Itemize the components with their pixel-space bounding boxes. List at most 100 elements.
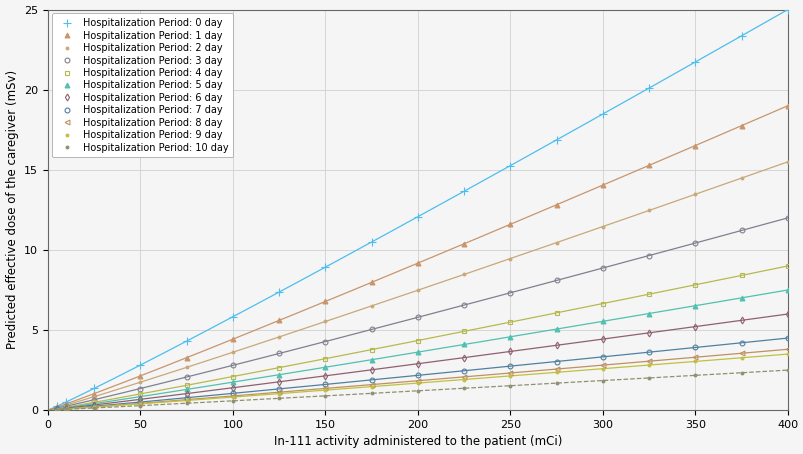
Hospitalization Period: 9 day: (50, 0.394): 9 day: (50, 0.394)	[136, 401, 145, 407]
Hospitalization Period: 8 day: (100, 0.886): 8 day: (100, 0.886)	[228, 393, 238, 399]
Hospitalization Period: 9 day: (250, 2.14): 9 day: (250, 2.14)	[505, 373, 515, 379]
Hospitalization Period: 8 day: (125, 1.12): 8 day: (125, 1.12)	[274, 390, 283, 395]
Hospitalization Period: 0 day: (350, 21.7): 0 day: (350, 21.7)	[690, 59, 699, 64]
Hospitalization Period: 6 day: (125, 1.77): 6 day: (125, 1.77)	[274, 379, 283, 385]
Hospitalization Period: 6 day: (350, 5.22): 6 day: (350, 5.22)	[690, 324, 699, 329]
Hospitalization Period: 8 day: (325, 3.06): 8 day: (325, 3.06)	[643, 359, 653, 364]
Hospitalization Period: 2 day: (150, 5.53): 2 day: (150, 5.53)	[320, 319, 330, 324]
Hospitalization Period: 1 day: (200, 9.18): 1 day: (200, 9.18)	[413, 261, 422, 266]
Hospitalization Period: 2 day: (400, 15.5): 2 day: (400, 15.5)	[782, 159, 792, 164]
Hospitalization Period: 7 day: (5, 0.0452): 7 day: (5, 0.0452)	[52, 407, 62, 412]
Hospitalization Period: 9 day: (5, 0.0351): 9 day: (5, 0.0351)	[52, 407, 62, 412]
Hospitalization Period: 8 day: (150, 1.36): 8 day: (150, 1.36)	[320, 386, 330, 391]
Hospitalization Period: 4 day: (225, 4.92): 4 day: (225, 4.92)	[459, 329, 468, 334]
Hospitalization Period: 2 day: (325, 12.5): 2 day: (325, 12.5)	[643, 208, 653, 213]
Hospitalization Period: 6 day: (100, 1.4): 6 day: (100, 1.4)	[228, 385, 238, 390]
Hospitalization Period: 4 day: (75, 1.55): 4 day: (75, 1.55)	[181, 383, 191, 388]
Hospitalization Period: 5 day: (400, 7.5): 5 day: (400, 7.5)	[782, 287, 792, 293]
Hospitalization Period: 5 day: (125, 2.21): 5 day: (125, 2.21)	[274, 372, 283, 377]
Hospitalization Period: 2 day: (25, 0.843): 2 day: (25, 0.843)	[89, 394, 99, 400]
X-axis label: In-111 activity administered to the patient (mCi): In-111 activity administered to the pati…	[273, 435, 561, 449]
Hospitalization Period: 9 day: (200, 1.69): 9 day: (200, 1.69)	[413, 380, 422, 386]
Hospitalization Period: 7 day: (275, 3.04): 7 day: (275, 3.04)	[551, 359, 560, 364]
Hospitalization Period: 10 day: (175, 1.05): 10 day: (175, 1.05)	[366, 390, 376, 396]
Hospitalization Period: 8 day: (225, 2.08): 8 day: (225, 2.08)	[459, 374, 468, 380]
Hospitalization Period: 8 day: (200, 1.84): 8 day: (200, 1.84)	[413, 378, 422, 384]
Hospitalization Period: 6 day: (175, 2.52): 6 day: (175, 2.52)	[366, 367, 376, 373]
Hospitalization Period: 1 day: (225, 10.4): 1 day: (225, 10.4)	[459, 241, 468, 247]
Hospitalization Period: 2 day: (50, 1.75): 2 day: (50, 1.75)	[136, 380, 145, 385]
Hospitalization Period: 2 day: (200, 7.49): 2 day: (200, 7.49)	[413, 287, 422, 293]
Line: Hospitalization Period: 3 day: Hospitalization Period: 3 day	[55, 216, 789, 411]
Hospitalization Period: 10 day: (275, 1.69): 10 day: (275, 1.69)	[551, 380, 560, 386]
Line: Hospitalization Period: 0 day: Hospitalization Period: 0 day	[53, 5, 791, 410]
Hospitalization Period: 10 day: (300, 1.85): 10 day: (300, 1.85)	[597, 378, 607, 383]
Hospitalization Period: 0 day: (325, 20.1): 0 day: (325, 20.1)	[643, 85, 653, 91]
Hospitalization Period: 7 day: (100, 1.05): 7 day: (100, 1.05)	[228, 390, 238, 396]
Hospitalization Period: 8 day: (10, 0.079): 8 day: (10, 0.079)	[62, 406, 71, 412]
Hospitalization Period: 0 day: (225, 13.7): 0 day: (225, 13.7)	[459, 188, 468, 194]
Hospitalization Period: 4 day: (175, 3.78): 4 day: (175, 3.78)	[366, 347, 376, 352]
Hospitalization Period: 9 day: (325, 2.81): 9 day: (325, 2.81)	[643, 362, 653, 368]
Hospitalization Period: 1 day: (150, 6.78): 1 day: (150, 6.78)	[320, 299, 330, 304]
Hospitalization Period: 5 day: (25, 0.408): 5 day: (25, 0.408)	[89, 401, 99, 406]
Hospitalization Period: 0 day: (150, 8.93): 0 day: (150, 8.93)	[320, 264, 330, 270]
Hospitalization Period: 3 day: (100, 2.8): 3 day: (100, 2.8)	[228, 363, 238, 368]
Hospitalization Period: 3 day: (50, 1.35): 3 day: (50, 1.35)	[136, 386, 145, 391]
Hospitalization Period: 7 day: (250, 2.75): 7 day: (250, 2.75)	[505, 363, 515, 369]
Hospitalization Period: 1 day: (100, 4.43): 1 day: (100, 4.43)	[228, 336, 238, 342]
Hospitalization Period: 4 day: (400, 9): 4 day: (400, 9)	[782, 263, 792, 269]
Hospitalization Period: 0 day: (175, 10.5): 0 day: (175, 10.5)	[366, 239, 376, 245]
Hospitalization Period: 2 day: (175, 6.51): 2 day: (175, 6.51)	[366, 303, 376, 309]
Hospitalization Period: 9 day: (75, 0.604): 9 day: (75, 0.604)	[181, 398, 191, 403]
Hospitalization Period: 10 day: (75, 0.431): 10 day: (75, 0.431)	[181, 400, 191, 406]
Hospitalization Period: 9 day: (125, 1.03): 9 day: (125, 1.03)	[274, 391, 283, 396]
Hospitalization Period: 2 day: (375, 14.5): 2 day: (375, 14.5)	[736, 175, 745, 181]
Hospitalization Period: 1 day: (125, 5.6): 1 day: (125, 5.6)	[274, 318, 283, 323]
Hospitalization Period: 4 day: (350, 7.82): 4 day: (350, 7.82)	[690, 282, 699, 287]
Line: Hospitalization Period: 8 day: Hospitalization Period: 8 day	[55, 347, 789, 412]
Hospitalization Period: 7 day: (50, 0.507): 7 day: (50, 0.507)	[136, 400, 145, 405]
Hospitalization Period: 6 day: (75, 1.03): 6 day: (75, 1.03)	[181, 391, 191, 396]
Hospitalization Period: 9 day: (400, 3.5): 9 day: (400, 3.5)	[782, 351, 792, 357]
Hospitalization Period: 0 day: (25, 1.36): 0 day: (25, 1.36)	[89, 385, 99, 391]
Hospitalization Period: 10 day: (325, 2.01): 10 day: (325, 2.01)	[643, 375, 653, 380]
Hospitalization Period: 1 day: (275, 12.8): 1 day: (275, 12.8)	[551, 202, 560, 207]
Hospitalization Period: 8 day: (300, 2.81): 8 day: (300, 2.81)	[597, 362, 607, 368]
Hospitalization Period: 7 day: (325, 3.62): 7 day: (325, 3.62)	[643, 350, 653, 355]
Hospitalization Period: 2 day: (5, 0.156): 2 day: (5, 0.156)	[52, 405, 62, 410]
Hospitalization Period: 7 day: (375, 4.21): 7 day: (375, 4.21)	[736, 340, 745, 345]
Hospitalization Period: 9 day: (175, 1.47): 9 day: (175, 1.47)	[366, 384, 376, 390]
Hospitalization Period: 7 day: (350, 3.91): 7 day: (350, 3.91)	[690, 345, 699, 350]
Hospitalization Period: 0 day: (75, 4.31): 0 day: (75, 4.31)	[181, 338, 191, 344]
Hospitalization Period: 4 day: (375, 8.41): 4 day: (375, 8.41)	[736, 273, 745, 278]
Hospitalization Period: 10 day: (375, 2.34): 10 day: (375, 2.34)	[736, 370, 745, 375]
Hospitalization Period: 8 day: (400, 3.8): 8 day: (400, 3.8)	[782, 346, 792, 352]
Hospitalization Period: 6 day: (375, 5.61): 6 day: (375, 5.61)	[736, 318, 745, 323]
Line: Hospitalization Period: 7 day: Hospitalization Period: 7 day	[55, 336, 789, 412]
Hospitalization Period: 7 day: (400, 4.5): 7 day: (400, 4.5)	[782, 336, 792, 341]
Hospitalization Period: 1 day: (325, 15.3): 1 day: (325, 15.3)	[643, 163, 653, 168]
Hospitalization Period: 1 day: (175, 7.98): 1 day: (175, 7.98)	[366, 280, 376, 285]
Y-axis label: Predicted effective dose of the caregiver (mSv): Predicted effective dose of the caregive…	[6, 70, 18, 350]
Hospitalization Period: 7 day: (200, 2.17): 7 day: (200, 2.17)	[413, 373, 422, 378]
Hospitalization Period: 0 day: (50, 2.82): 0 day: (50, 2.82)	[136, 362, 145, 368]
Hospitalization Period: 6 day: (50, 0.676): 6 day: (50, 0.676)	[136, 397, 145, 402]
Hospitalization Period: 2 day: (100, 3.62): 2 day: (100, 3.62)	[228, 350, 238, 355]
Hospitalization Period: 10 day: (10, 0.052): 10 day: (10, 0.052)	[62, 407, 71, 412]
Hospitalization Period: 6 day: (400, 6): 6 day: (400, 6)	[782, 311, 792, 317]
Line: Hospitalization Period: 10 day: Hospitalization Period: 10 day	[55, 367, 789, 413]
Hospitalization Period: 4 day: (100, 2.1): 4 day: (100, 2.1)	[228, 374, 238, 379]
Hospitalization Period: 5 day: (5, 0.0753): 5 day: (5, 0.0753)	[52, 406, 62, 412]
Hospitalization Period: 5 day: (300, 5.54): 5 day: (300, 5.54)	[597, 319, 607, 324]
Line: Hospitalization Period: 9 day: Hospitalization Period: 9 day	[55, 351, 789, 412]
Hospitalization Period: 3 day: (5, 0.12): 3 day: (5, 0.12)	[52, 405, 62, 411]
Hospitalization Period: 3 day: (25, 0.653): 3 day: (25, 0.653)	[89, 397, 99, 402]
Hospitalization Period: 6 day: (250, 3.66): 6 day: (250, 3.66)	[505, 349, 515, 354]
Hospitalization Period: 6 day: (200, 2.9): 6 day: (200, 2.9)	[413, 361, 422, 366]
Hospitalization Period: 5 day: (350, 6.52): 5 day: (350, 6.52)	[690, 303, 699, 308]
Hospitalization Period: 3 day: (350, 10.4): 3 day: (350, 10.4)	[690, 240, 699, 246]
Hospitalization Period: 7 day: (125, 1.33): 7 day: (125, 1.33)	[274, 386, 283, 392]
Hospitalization Period: 7 day: (225, 2.46): 7 day: (225, 2.46)	[459, 368, 468, 374]
Hospitalization Period: 10 day: (100, 0.583): 10 day: (100, 0.583)	[228, 398, 238, 404]
